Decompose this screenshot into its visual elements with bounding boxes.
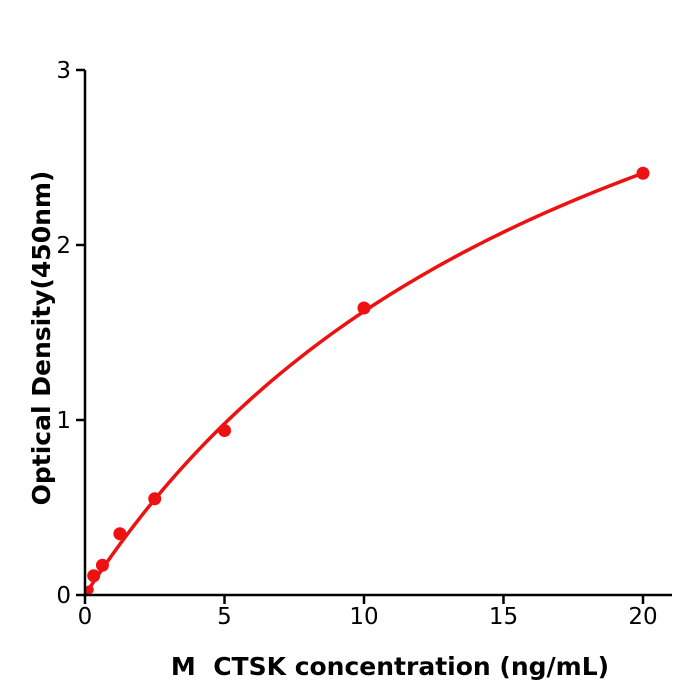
y-tick-label: 3 (56, 58, 71, 84)
x-tick-label: 10 (349, 604, 378, 630)
data-point (148, 492, 162, 506)
x-axis-ticks: 0 5 10 15 20 (78, 595, 658, 630)
data-point (87, 569, 101, 583)
x-tick-label: 0 (78, 604, 93, 630)
data-point (95, 558, 109, 572)
data-point (84, 585, 94, 595)
y-tick-label: 0 (56, 583, 71, 609)
y-axis-title: Optical Density(450nm) (27, 171, 56, 506)
x-tick-label: 15 (489, 604, 518, 630)
data-points-group (84, 166, 650, 595)
y-axis-ticks: 0 1 2 3 (56, 58, 85, 609)
data-point (218, 424, 231, 437)
y-tick-label: 1 (56, 408, 71, 434)
x-axis-title: M CTSK concentration (ng/mL) (171, 652, 609, 681)
data-point (113, 527, 127, 541)
x-tick-label: 5 (217, 604, 232, 630)
fit-curve-line (83, 171, 645, 597)
x-tick-label: 20 (628, 604, 657, 630)
y-tick-label: 2 (56, 233, 71, 259)
data-point (357, 301, 371, 315)
data-point (636, 166, 650, 180)
